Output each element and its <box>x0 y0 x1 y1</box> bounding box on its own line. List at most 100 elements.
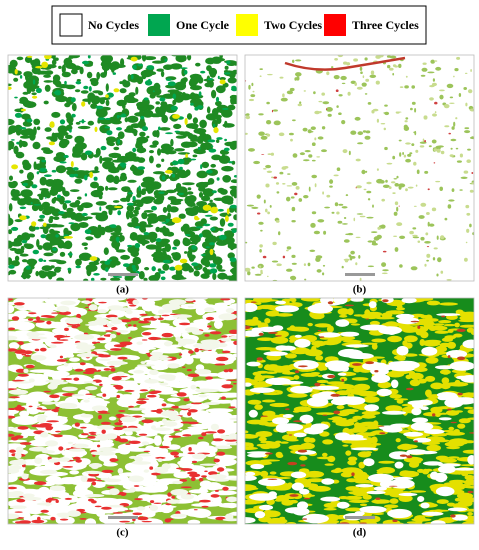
map-patch <box>289 499 298 504</box>
map-patch <box>372 108 379 112</box>
map-patch <box>118 410 126 412</box>
map-patch <box>26 274 31 279</box>
map-patch <box>147 394 157 398</box>
map-patch <box>8 118 15 126</box>
map-patch <box>294 370 300 374</box>
map-patch <box>428 145 432 148</box>
map-patch <box>365 318 369 320</box>
map-patch <box>291 482 304 491</box>
map-patch <box>20 189 33 198</box>
map-patch <box>207 139 216 143</box>
map-patch <box>308 186 311 192</box>
map-patch <box>435 345 447 353</box>
map-patch <box>128 73 140 83</box>
map-patch <box>395 438 401 443</box>
map-patch <box>33 118 41 126</box>
map-patch <box>314 302 341 306</box>
map-patch <box>459 153 463 158</box>
map-patch <box>307 304 333 314</box>
map-patch <box>142 181 149 187</box>
map-patch <box>426 444 442 452</box>
map-patch <box>202 267 208 272</box>
map-patch <box>150 410 161 412</box>
map-patch <box>369 431 377 435</box>
map-patch <box>431 139 437 144</box>
map-patch <box>453 75 455 78</box>
map-patch <box>187 411 192 416</box>
map-patch <box>425 375 436 382</box>
map-patch <box>168 435 182 438</box>
map-patch <box>91 465 99 469</box>
map-border <box>244 297 475 525</box>
map-patch <box>389 67 394 71</box>
map-patch <box>185 207 198 213</box>
map-patch <box>449 102 455 105</box>
map-patch <box>175 55 187 63</box>
map-patch <box>381 410 407 415</box>
map-patch <box>212 495 222 505</box>
map-patch <box>58 242 65 247</box>
map-patch <box>214 57 220 61</box>
map-patch <box>231 85 237 90</box>
map-patch <box>18 520 31 524</box>
map-patch <box>345 507 363 512</box>
map-patch <box>208 242 215 246</box>
map-patch <box>450 421 458 424</box>
map-patch <box>8 325 27 329</box>
map-patch <box>185 234 191 236</box>
map-patch <box>24 128 34 135</box>
map-patch <box>53 434 63 438</box>
map-patch <box>443 323 456 327</box>
map-patch <box>26 172 35 181</box>
map-patch <box>304 349 323 357</box>
map-patch <box>160 101 168 107</box>
map-patch <box>282 371 296 375</box>
map-patch <box>109 167 118 173</box>
map-patch <box>316 379 329 384</box>
map-patch <box>308 486 326 491</box>
map-patch <box>10 260 20 267</box>
map-patch <box>285 408 290 411</box>
map-patch <box>315 255 323 259</box>
map-patch <box>405 188 408 192</box>
map-patch <box>135 226 141 229</box>
map-patch <box>350 298 364 302</box>
map-patch <box>213 127 219 134</box>
map-patch <box>406 449 427 455</box>
map-patch <box>398 492 418 497</box>
map-patch <box>225 427 237 431</box>
map-patch <box>211 343 220 349</box>
map-patch <box>48 141 56 146</box>
map-patch <box>311 385 340 390</box>
map-patch <box>44 84 51 92</box>
map-patch <box>79 423 87 428</box>
map-patch <box>132 64 137 70</box>
map-patch <box>159 97 166 102</box>
map-patch <box>37 245 43 250</box>
map-patch <box>15 458 26 465</box>
map-patch <box>286 90 293 95</box>
map-patch <box>36 239 40 248</box>
map-patch <box>166 499 180 504</box>
map-patch <box>396 317 420 325</box>
map-patch <box>39 176 47 186</box>
map-patch <box>212 272 217 280</box>
map-patch <box>45 475 62 483</box>
map-patch <box>313 230 320 235</box>
map-patch <box>221 350 231 354</box>
map-patch <box>346 62 351 66</box>
map-patch <box>58 402 78 409</box>
map-patch <box>126 202 134 206</box>
map-patch <box>84 246 88 250</box>
map-patch <box>176 392 187 397</box>
map-patch <box>262 255 267 259</box>
map-patch <box>45 233 58 242</box>
map-patch <box>435 66 442 71</box>
map-patch <box>279 171 284 175</box>
map-patch <box>376 388 392 397</box>
map-patch <box>394 201 399 206</box>
map-patch <box>75 265 81 269</box>
map-patch <box>245 430 249 434</box>
map-patch <box>31 519 45 524</box>
map-patch <box>41 450 56 454</box>
